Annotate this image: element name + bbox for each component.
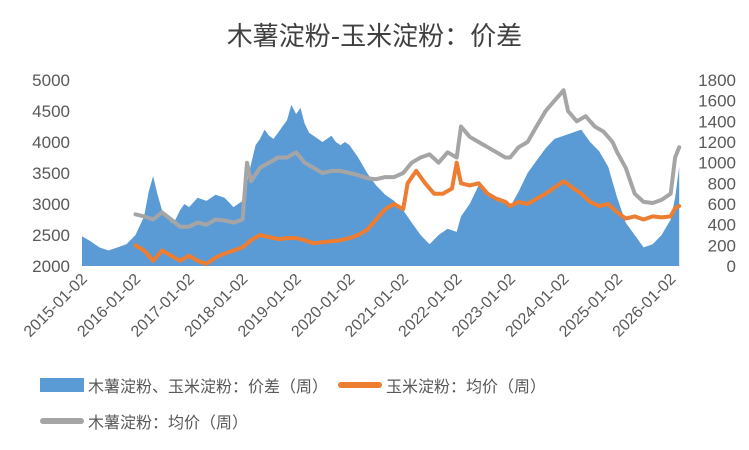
series-line-corn [133, 160, 682, 266]
legend-swatch-spread [40, 378, 84, 392]
right-tick-label: 0 [727, 257, 736, 276]
left-tick-label: 4500 [32, 102, 70, 121]
right-tick-label: 1600 [698, 92, 736, 111]
right-tick-label: 600 [708, 195, 736, 214]
legend-item-corn: 玉米淀粉：均价（周） [338, 373, 546, 397]
left-axis: 2000 2500 3000 3500 4000 4500 5000 [32, 71, 70, 276]
legend-swatch-cassava [40, 418, 84, 424]
legend-label-spread: 木薯淀粉、玉米淀粉：价差（周） [88, 377, 329, 396]
legend: 木薯淀粉、玉米淀粉：价差（周） 玉米淀粉：均价（周） 木薯淀粉：均价（周） [40, 372, 720, 444]
left-tick-label: 4000 [32, 133, 70, 152]
area-layer [82, 104, 680, 266]
line-layer [133, 88, 682, 266]
right-tick-label: 400 [708, 216, 736, 235]
series-line-cassava [133, 88, 682, 229]
left-tick-label: 3000 [32, 195, 70, 214]
right-tick-label: 1000 [698, 154, 736, 173]
right-tick-label: 1800 [698, 71, 736, 90]
legend-item-cassava: 木薯淀粉：均价（周） [40, 409, 248, 433]
right-tick-label: 1400 [698, 112, 736, 131]
x-axis: 2015-01-022016-01-022017-01-022018-01-02… [21, 271, 680, 341]
right-tick-label: 200 [708, 236, 736, 255]
right-tick-label: 1200 [698, 133, 736, 152]
chart-title: 木薯淀粉-玉米淀粉：价差 [226, 22, 523, 52]
left-tick-label: 5000 [32, 71, 70, 90]
series-area-spread [82, 104, 680, 266]
legend-swatch-corn [338, 382, 383, 388]
legend-label-cassava: 木薯淀粉：均价（周） [88, 413, 249, 432]
left-tick-label: 2000 [32, 257, 70, 276]
legend-item-spread: 木薯淀粉、玉米淀粉：价差（周） [40, 373, 328, 397]
left-tick-label: 2500 [32, 226, 70, 245]
left-tick-label: 3500 [32, 164, 70, 183]
legend-label-corn: 玉米淀粉：均价（周） [386, 377, 547, 396]
right-tick-label: 800 [708, 174, 736, 193]
